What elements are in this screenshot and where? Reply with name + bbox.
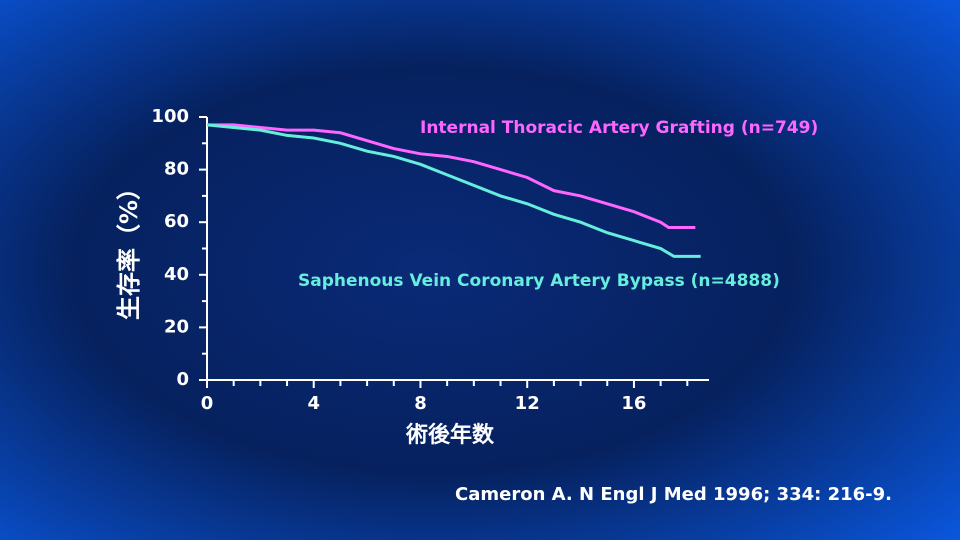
citation: Cameron A. N Engl J Med 1996; 334: 216-9… bbox=[455, 484, 892, 505]
y-tick-label: 40 bbox=[164, 264, 189, 285]
survival-line bbox=[207, 123, 696, 229]
series-label: Saphenous Vein Coronary Artery Bypass (n… bbox=[298, 271, 780, 291]
series-label: Internal Thoracic Artery Grafting (n=749… bbox=[420, 118, 818, 138]
x-tick-label: 12 bbox=[515, 393, 540, 414]
x-tick-label: 8 bbox=[414, 393, 427, 414]
x-axis-label: 術後年数 bbox=[405, 422, 495, 448]
y-tick-label: 20 bbox=[164, 316, 189, 337]
y-tick-label: 0 bbox=[176, 369, 189, 390]
x-tick-label: 4 bbox=[307, 393, 320, 414]
y-axis-label: 生存率（%） bbox=[115, 176, 143, 320]
x-tick-label: 0 bbox=[201, 393, 214, 414]
y-tick-label: 60 bbox=[164, 211, 189, 232]
y-tick-label: 80 bbox=[164, 159, 189, 180]
x-tick-label: 16 bbox=[621, 393, 646, 414]
survival-line bbox=[206, 123, 701, 258]
y-tick-label: 100 bbox=[151, 106, 189, 127]
